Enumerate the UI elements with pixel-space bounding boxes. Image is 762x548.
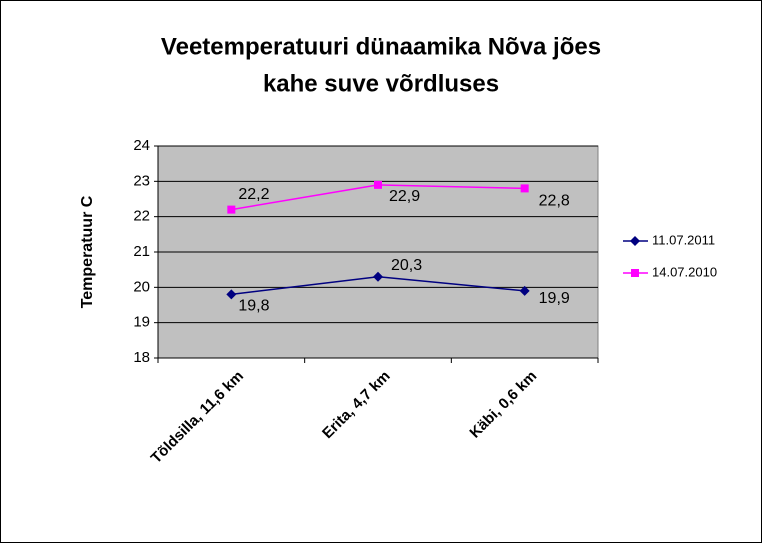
data-label: 20,3 xyxy=(391,257,422,274)
y-tick-label: 19 xyxy=(133,314,150,331)
y-tick-label: 18 xyxy=(133,349,150,366)
y-tick-label: 24 xyxy=(133,137,150,154)
legend-label: 14.07.2010 xyxy=(652,264,717,279)
y-tick-label: 22 xyxy=(133,208,150,225)
marker xyxy=(519,285,530,296)
y-tick-label: 21 xyxy=(133,243,150,260)
y-axis-label: Temperatuur C xyxy=(79,195,96,308)
legend-marker xyxy=(630,236,640,246)
data-label: 22,9 xyxy=(389,188,420,205)
y-tick-label: 20 xyxy=(133,278,150,295)
chart-title: kahe suve võrdluses xyxy=(263,70,499,97)
data-label: 22,8 xyxy=(539,193,570,210)
legend-label: 11.07.2011 xyxy=(652,232,715,247)
chart-title: Veetemperatuuri dünaamika Nõva jões xyxy=(161,33,601,60)
marker xyxy=(226,289,237,300)
marker xyxy=(520,184,529,193)
marker xyxy=(374,180,382,189)
data-label: 22,2 xyxy=(238,186,269,203)
data-label: 19,8 xyxy=(238,298,269,315)
marker xyxy=(373,271,383,282)
y-tick-label: 23 xyxy=(133,172,150,189)
legend-marker xyxy=(631,269,639,277)
data-label: 19,9 xyxy=(539,290,570,307)
marker xyxy=(227,205,236,214)
